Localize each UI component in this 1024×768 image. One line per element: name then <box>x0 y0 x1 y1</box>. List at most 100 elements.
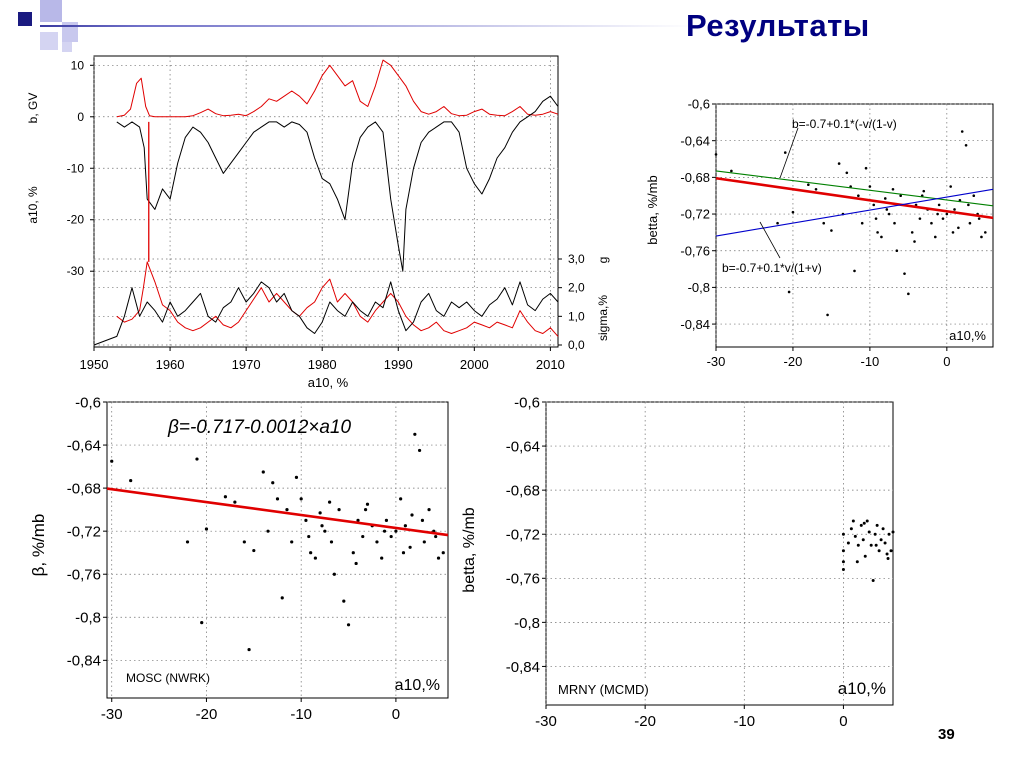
mosc-xtick-label: -30 <box>101 706 123 723</box>
scatter-mosc-chart: -0,6 -0,64 -0,68 -0,72 -0,76 -0,8 -0,84 -30 -20 -… <box>29 394 449 723</box>
fits-point <box>957 226 960 230</box>
mosc-point <box>299 497 303 501</box>
fits-point <box>949 185 952 188</box>
mosc-point <box>247 647 251 652</box>
mosc-ytick-label: -0,84 <box>67 653 101 670</box>
ts-bottom-series-black <box>93 281 559 346</box>
mosc-point <box>384 518 389 523</box>
fits-point <box>822 221 826 225</box>
fits-point <box>899 194 902 197</box>
mrny-point <box>851 519 855 523</box>
mosc-formula: β=-0.717-0.0012×a10 <box>167 417 351 438</box>
ts-top-ytick-label: -10 <box>67 161 85 175</box>
ts-ylabel-b: b, GV <box>26 93 40 124</box>
mosc-point <box>285 508 289 512</box>
mosc-ytick-label: -0,68 <box>67 481 101 498</box>
mrny-point <box>849 527 853 531</box>
fits-xtick-label: -10 <box>860 354 879 369</box>
ts-bottom-ytick-label: 3,0 <box>568 252 585 266</box>
fits-point <box>951 231 955 234</box>
mrny-point <box>885 552 889 556</box>
mosc-ytick-label: -0,64 <box>67 437 101 454</box>
mosc-point <box>427 508 431 512</box>
mosc-xtick-label: 0 <box>392 706 400 723</box>
fits-point <box>876 231 879 234</box>
fits-point <box>849 185 852 188</box>
fits-point <box>930 221 933 225</box>
mosc-point <box>408 545 412 549</box>
mosc-point <box>271 481 275 485</box>
mosc-point <box>342 599 346 603</box>
mosc-point <box>294 475 299 479</box>
fits-point <box>826 313 829 317</box>
mrny-point <box>861 538 865 542</box>
mosc-point <box>417 448 422 453</box>
ts-top-ytick-label: -20 <box>67 213 85 227</box>
logo-square-dark <box>18 12 32 26</box>
mrny-point <box>846 541 850 545</box>
fits-point <box>936 212 939 216</box>
fits-point <box>910 231 914 234</box>
ts-xtick-label: 1960 <box>156 357 185 372</box>
fits-ylabel: betta, %/mb <box>645 175 660 244</box>
mosc-point <box>380 556 384 560</box>
mosc-fit-line-series-red <box>106 487 449 537</box>
fits-point <box>968 221 972 225</box>
mosc-point <box>290 540 294 544</box>
ts-xtick-label: 1950 <box>80 357 109 372</box>
fits-ytick-label: -0,6 <box>688 97 710 112</box>
mrny-plot-area: -0,6 -0,64 -0,68 -0,72 -0,76 -0,8 -0,84 -30 -20 -… <box>506 394 895 730</box>
mosc-point <box>329 540 334 544</box>
fits-fit-line-fit-green <box>715 170 994 207</box>
ts-xtick-label: 1990 <box>384 357 413 372</box>
slide-logo-decoration <box>18 0 695 52</box>
mosc-xtick-label: -10 <box>290 706 312 723</box>
fits-fit-line-fit-blue <box>715 188 994 237</box>
mrny-point <box>873 532 877 536</box>
mosc-frame <box>106 401 449 699</box>
mosc-point <box>361 534 365 539</box>
mosc-ytick-label: -0,76 <box>67 567 101 584</box>
mrny-point <box>875 523 879 527</box>
mrny-point <box>871 578 875 582</box>
fits-point <box>977 217 981 220</box>
mosc-point <box>204 527 209 531</box>
mrny-point <box>841 549 845 553</box>
mrny-point <box>891 530 895 534</box>
fits-point <box>714 153 718 156</box>
ts-frame <box>93 55 559 348</box>
mrny-ytick-label: -0,68 <box>506 483 540 500</box>
mosc-point <box>436 556 441 560</box>
ts-xtick-label: 1980 <box>308 357 337 372</box>
fits-point <box>874 217 878 220</box>
mrny-point <box>856 543 860 547</box>
fits-point <box>860 221 864 225</box>
fits-annotation-green: b=-0.7+0.1*(-v/(1-v) <box>792 117 897 131</box>
fits-point <box>937 203 941 207</box>
fits-ytick-label: -0,8 <box>688 280 710 295</box>
fits-point <box>830 229 833 232</box>
mrny-point <box>879 538 883 542</box>
logo-square-light <box>62 42 72 52</box>
fits-annotation-leader-green <box>779 127 799 179</box>
mrny-point <box>881 527 885 531</box>
mosc-point <box>261 470 265 474</box>
fits-point <box>903 272 906 275</box>
ts-ylabel-sigma: sigma,% <box>596 295 610 341</box>
fits-point <box>984 231 987 234</box>
fits-fit-line-series-red <box>715 176 994 220</box>
ts-top-ytick-label: 10 <box>71 58 85 72</box>
mosc-point <box>223 495 228 499</box>
mrny-point <box>841 567 845 571</box>
fits-point <box>837 162 841 165</box>
mosc-point <box>413 432 417 436</box>
mosc-point <box>275 497 280 501</box>
mrny-xtick-label: -20 <box>634 713 656 730</box>
fits-point <box>918 217 922 220</box>
fits-point <box>891 187 895 191</box>
mrny-point <box>867 530 871 534</box>
mosc-point <box>307 534 311 539</box>
mrny-point <box>841 532 845 536</box>
mrny-point <box>877 549 881 553</box>
